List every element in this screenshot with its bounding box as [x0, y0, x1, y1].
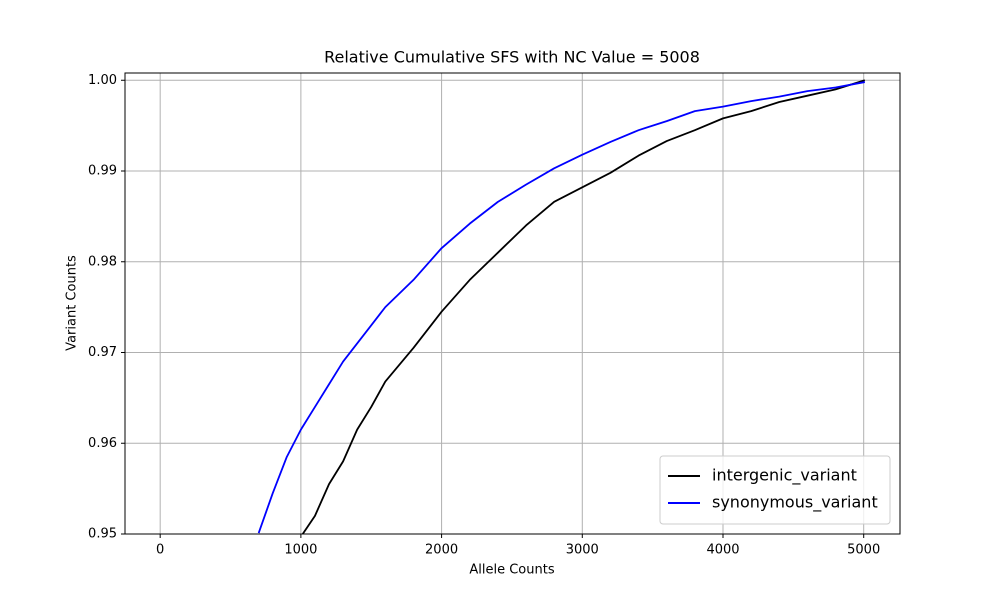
series-line — [257, 81, 865, 534]
y-tick-label: 0.96 — [88, 436, 117, 451]
x-tick-label: 5000 — [847, 543, 880, 558]
y-tick-label: 1.00 — [88, 73, 117, 88]
y-tick-label: 0.98 — [88, 254, 117, 269]
legend-label: intergenic_variant — [712, 466, 857, 486]
plot-lines — [257, 79, 866, 534]
y-tick-label: 0.97 — [88, 345, 117, 360]
y-tick-label: 0.99 — [88, 164, 117, 179]
y-tick-label: 0.95 — [88, 527, 117, 542]
legend-label: synonymous_variant — [712, 493, 878, 513]
x-tick-label: 0 — [156, 543, 164, 558]
x-tick-label: 2000 — [425, 543, 458, 558]
series-line — [301, 79, 866, 534]
x-axis-label: Allele Counts — [469, 563, 554, 578]
y-axis-label: Variant Counts — [65, 255, 80, 351]
x-tick-label: 3000 — [566, 543, 599, 558]
plot-frame — [124, 72, 901, 535]
legend-box — [659, 455, 891, 525]
x-tick-label: 1000 — [284, 543, 317, 558]
x-tick-label: 4000 — [706, 543, 739, 558]
chart-title: Relative Cumulative SFS with NC Value = … — [324, 48, 700, 67]
